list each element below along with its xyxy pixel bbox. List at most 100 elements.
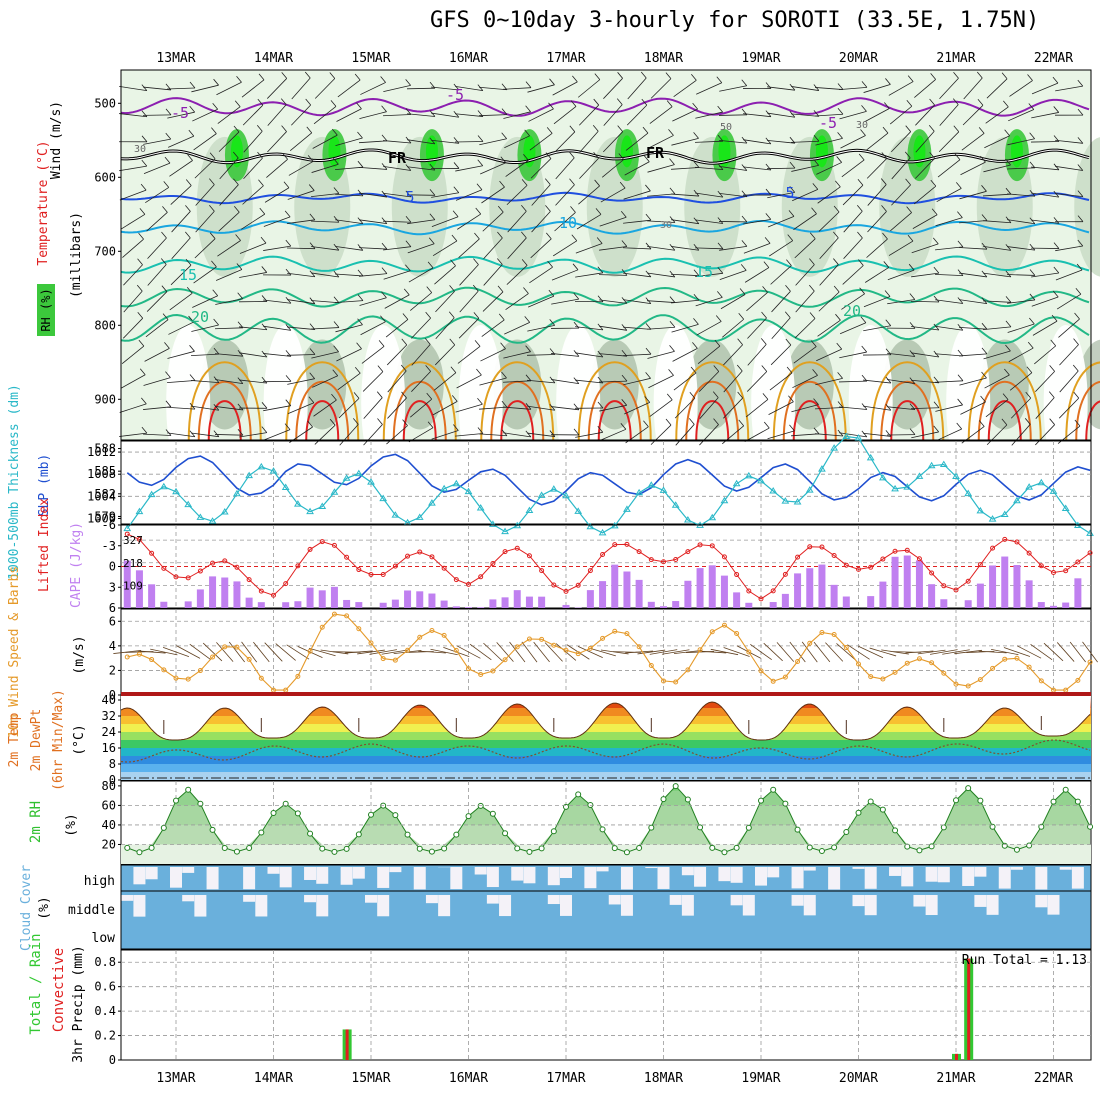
wind-barb-flag — [305, 98, 311, 106]
wind-barb — [1031, 219, 1059, 224]
wind-barb — [407, 219, 435, 225]
wind-barb — [744, 267, 770, 283]
cape-bar — [635, 579, 643, 608]
wind10m-marker — [551, 642, 557, 648]
contour-label: 50 — [720, 122, 732, 133]
wind-barb-flag — [498, 313, 505, 321]
wind-barb-flag — [930, 179, 937, 187]
wind-barb-flag — [1029, 161, 1036, 169]
wind-barb — [335, 219, 363, 225]
wind-barb-flag — [137, 258, 143, 266]
wind-barb — [1059, 344, 1079, 366]
wind-barb-flag — [237, 292, 244, 299]
cape-bar — [355, 602, 363, 608]
temp-band — [121, 772, 1091, 780]
wind-barb-flag — [521, 259, 528, 266]
wind-barb-flag — [741, 190, 748, 198]
cloud-clear-middle — [438, 895, 451, 917]
wind-barb-flag — [597, 295, 604, 302]
wind-barb — [743, 139, 771, 145]
rh2m-marker — [331, 848, 338, 855]
wind-barb-flag — [665, 418, 672, 426]
ylabel-precip-convective: Convective — [51, 948, 67, 1032]
wind-barb — [191, 84, 219, 93]
x-tick-top-22mar: 22MAR — [1034, 51, 1073, 66]
wind-barb — [359, 297, 387, 306]
cape-bar — [416, 591, 424, 608]
cloud-clear-middle — [620, 895, 633, 916]
slp-marker — [720, 496, 729, 504]
wind-barb-flag — [377, 365, 384, 372]
y-tick-wind-6: 6 — [109, 614, 116, 628]
dry-lobe — [1043, 325, 1088, 481]
wind-barb-flag — [236, 263, 243, 270]
wind-barb-flag — [501, 400, 508, 408]
lifted-index-marker — [624, 541, 630, 547]
wind-barb-flag — [400, 364, 407, 372]
wind-barb — [383, 165, 411, 171]
wind-barb — [603, 104, 623, 126]
wind-barb — [383, 192, 411, 198]
wind-barb — [986, 78, 1008, 99]
slp-marker — [269, 467, 278, 474]
rh2m-marker — [246, 845, 253, 852]
wind-barb — [911, 326, 939, 331]
wind-barb-flag — [1025, 391, 1032, 399]
y-tick-temp-8: 8 — [109, 757, 116, 771]
slp-marker — [818, 465, 826, 472]
contour-label: FR — [646, 144, 665, 162]
wind10m-barb — [825, 642, 844, 662]
contour-label: -5 — [446, 86, 464, 104]
rh2m-base — [121, 844, 1091, 864]
rh2m-marker — [1062, 786, 1069, 793]
rh-contour-peak — [718, 135, 731, 168]
wind-barb — [911, 379, 939, 384]
wind-barb-flag — [1026, 366, 1033, 373]
rh2m-marker — [745, 824, 752, 831]
wind-barb — [363, 424, 383, 446]
wind-barb — [241, 79, 265, 98]
wind-barb — [455, 165, 483, 172]
wind-barb — [723, 397, 743, 419]
y-tick-temp-16: 16 — [102, 741, 116, 755]
wind-barb-flag — [381, 267, 388, 274]
slp-marker — [891, 484, 899, 492]
wind-barb-flag — [141, 426, 148, 434]
wind-barb — [718, 221, 748, 223]
wind-barb-flag — [381, 217, 388, 224]
cloud-clear-high — [962, 867, 975, 886]
wind-barb-flag — [1074, 419, 1081, 427]
rh2m-marker — [368, 811, 374, 818]
wind10m-barb — [275, 643, 296, 661]
wind-barb-flag — [141, 135, 148, 143]
wind-barb — [865, 132, 889, 151]
contour-label: 5 — [785, 184, 794, 202]
wind-barb-flag — [981, 270, 988, 278]
wind-barb — [387, 370, 407, 393]
temp-contour-warm — [382, 361, 457, 441]
wind-barb-flag — [1053, 217, 1060, 224]
wind-barb — [239, 242, 267, 254]
wind-barb-flag — [906, 99, 913, 107]
wind-barb — [360, 321, 386, 336]
cloud-clear-high — [730, 867, 743, 883]
wind-barb-flag — [738, 419, 745, 427]
wind-barb — [793, 346, 817, 364]
rh2m-marker — [587, 801, 594, 808]
wind-barb — [936, 188, 962, 203]
wind-barb — [938, 131, 960, 153]
wind-barb-flag — [933, 323, 940, 331]
rh2m-marker — [185, 786, 192, 793]
lifted-index-marker — [575, 582, 581, 588]
wind-barb — [435, 291, 455, 313]
temp-contour-warm — [1075, 380, 1100, 441]
lifted-index-marker — [222, 558, 228, 564]
wind-barb-flag — [835, 313, 841, 321]
wind-barb — [530, 158, 552, 179]
wind-barb — [575, 272, 603, 278]
cloud-clear-high — [560, 867, 572, 879]
cloud-clear-high — [803, 867, 816, 871]
wind-barb-flag — [257, 151, 263, 159]
cloud-clear-high — [279, 867, 292, 888]
wind-barb-flag — [352, 418, 359, 425]
